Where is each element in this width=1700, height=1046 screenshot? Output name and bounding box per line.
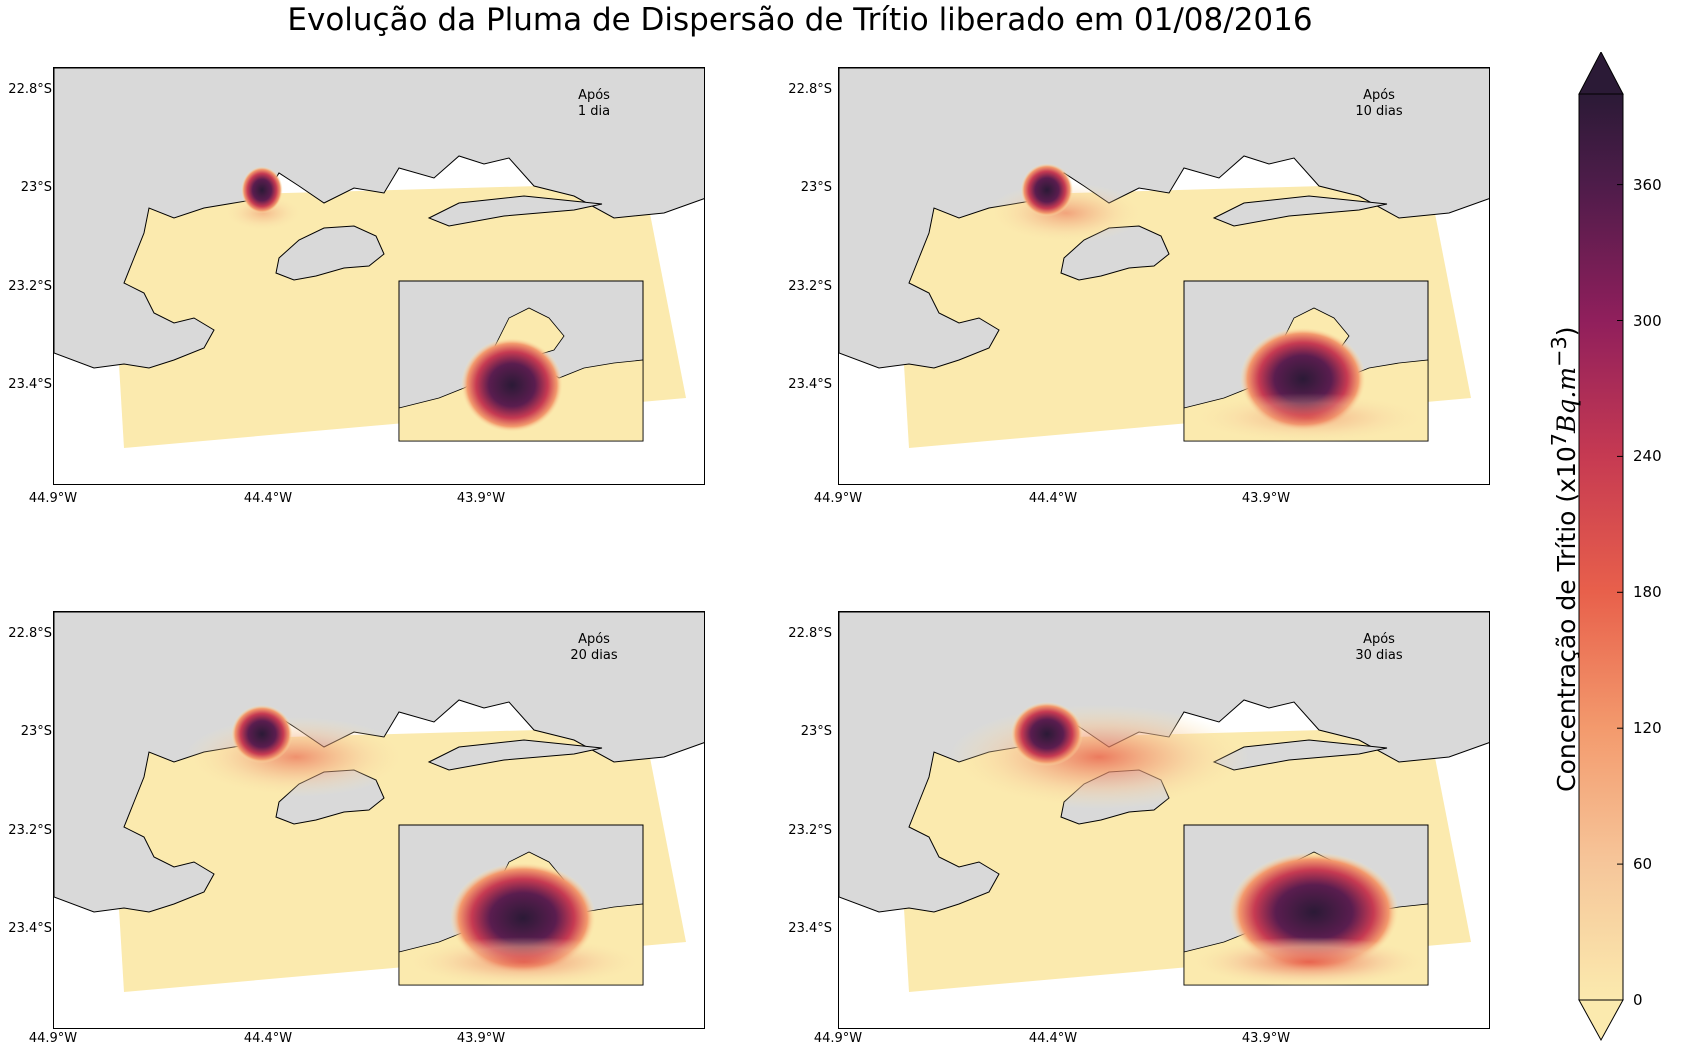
lon-tick: 43.9°W xyxy=(456,1031,506,1046)
sandbar xyxy=(427,739,603,771)
inset-plume-spread xyxy=(1189,393,1429,443)
colorbar-tick-label: 240 xyxy=(1633,447,1662,466)
lon-tick: 44.9°W xyxy=(813,1031,863,1046)
inset-zoom xyxy=(398,824,644,987)
map-canvas xyxy=(839,68,1489,484)
lon-tick: 44.4°W xyxy=(1028,1031,1078,1046)
figure-title: Evolução da Pluma de Dispersão de Trítio… xyxy=(287,2,1313,38)
lon-tick: 43.9°W xyxy=(1241,491,1291,506)
map-panel-day-10: Após 10 dias xyxy=(838,67,1490,485)
colorbar-extend-max xyxy=(1578,52,1624,95)
lat-tick: 23.4°S xyxy=(788,377,832,392)
colorbar-tick-label: 360 xyxy=(1633,175,1662,194)
colorbar-extend-min xyxy=(1578,999,1624,1042)
colorbar-tick-label: 120 xyxy=(1633,719,1662,738)
lat-tick: 22.8°S xyxy=(788,82,832,97)
lat-tick: 22.8°S xyxy=(8,626,52,641)
lat-tick: 22.8°S xyxy=(788,626,832,641)
plume-core xyxy=(231,705,293,763)
map-panel-day-30: Após 30 dias xyxy=(838,611,1490,1029)
tritium-plume xyxy=(223,166,303,231)
lat-tick: 22.8°S xyxy=(8,82,52,97)
colorbar-tick-label: 180 xyxy=(1633,583,1662,602)
lat-tick: 23.4°S xyxy=(8,377,52,392)
inset-zoom xyxy=(1183,280,1429,443)
plume-core xyxy=(1020,163,1074,217)
lat-tick: 23.2°S xyxy=(788,823,832,838)
lat-tick: 23.4°S xyxy=(8,921,52,936)
colorbar-tick-label: 300 xyxy=(1633,311,1662,330)
lat-tick: 23.2°S xyxy=(788,279,832,294)
lat-tick: 23.4°S xyxy=(788,921,832,936)
map-panel-day-20: Após 20 dias xyxy=(53,611,705,1029)
inset-plume-spread xyxy=(404,937,644,987)
plume-core xyxy=(1011,702,1083,766)
inset-plume-core xyxy=(461,337,563,433)
lat-tick: 23.2°S xyxy=(8,823,52,838)
lon-tick: 44.9°W xyxy=(28,1031,78,1046)
lon-tick: 44.4°W xyxy=(243,1031,293,1046)
lat-tick: 23°S xyxy=(800,180,832,195)
map-canvas xyxy=(54,612,704,1028)
map-canvas xyxy=(839,612,1489,1028)
inset-plume-spread xyxy=(1189,937,1429,987)
lon-tick: 44.9°W xyxy=(28,491,78,506)
lat-tick: 23°S xyxy=(800,724,832,739)
inset-zoom xyxy=(398,280,644,442)
sandbar xyxy=(427,195,603,227)
lat-tick: 23°S xyxy=(20,180,52,195)
lon-tick: 44.4°W xyxy=(1028,491,1078,506)
elapsed-time-label: Após 30 dias xyxy=(1355,632,1403,663)
elapsed-time-label: Após 1 dia xyxy=(577,88,611,119)
tritium-plume xyxy=(185,705,407,797)
lat-tick: 23.2°S xyxy=(8,279,52,294)
colorbar-tick-label: 0 xyxy=(1633,991,1643,1009)
lon-tick: 43.9°W xyxy=(456,491,506,506)
tritium-plume xyxy=(987,163,1145,243)
elapsed-time-label: Após 10 dias xyxy=(1355,88,1403,119)
tritium-plume xyxy=(949,702,1249,809)
colorbar-tick-label: 60 xyxy=(1633,855,1653,874)
plume-spread xyxy=(949,705,1249,809)
sandbar xyxy=(1212,195,1388,227)
elapsed-time-label: Após 20 dias xyxy=(570,632,618,663)
lon-tick: 44.9°W xyxy=(813,491,863,506)
lon-tick: 43.9°W xyxy=(1241,1031,1291,1046)
inset-zoom xyxy=(1183,824,1429,987)
lat-tick: 23°S xyxy=(20,724,52,739)
colorbar-label: Concentração de Trítio (x107Bq.m−3) xyxy=(1546,326,1582,792)
plume-spread xyxy=(185,717,407,797)
map-panel-day-1: Após 1 dia xyxy=(53,67,705,485)
plume-core xyxy=(241,166,283,214)
colorbar-ticks xyxy=(1617,184,1623,1001)
colorbar xyxy=(1578,52,1624,1042)
lon-tick: 44.4°W xyxy=(243,491,293,506)
colorbar-gradient xyxy=(1578,93,1624,1001)
island xyxy=(275,225,385,281)
map-canvas xyxy=(54,68,704,484)
